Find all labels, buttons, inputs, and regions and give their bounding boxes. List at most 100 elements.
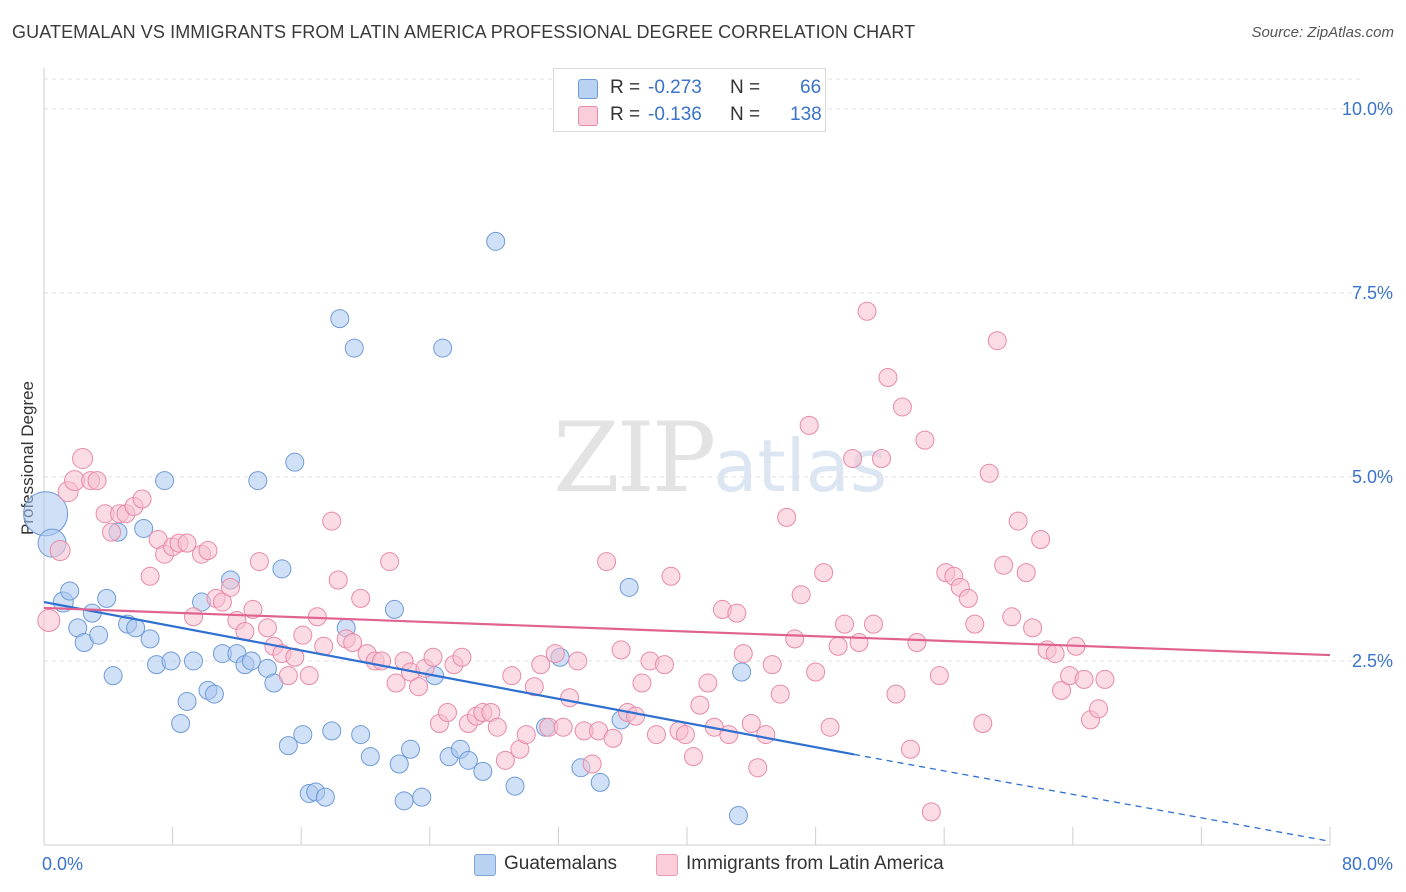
point-immigrants [243, 599, 263, 619]
point-immigrants [741, 714, 761, 734]
point-immigrants [423, 647, 443, 667]
point-immigrants [1023, 618, 1043, 638]
point-immigrants [1089, 699, 1109, 719]
legend-r-label: R = [610, 77, 641, 98]
x-tick-label: 80.0% [1342, 854, 1393, 874]
point-immigrants [177, 533, 197, 553]
point-immigrants [132, 489, 152, 509]
point-immigrants [979, 463, 999, 483]
point-guatemalans [248, 471, 268, 491]
legend-r-label: R = [610, 104, 641, 125]
point-immigrants [690, 695, 710, 715]
y-tick-label: 5.0% [1352, 467, 1393, 487]
point-immigrants [1002, 607, 1022, 627]
point-guatemalans [505, 776, 525, 796]
point-immigrants [299, 666, 319, 686]
point-immigrants [958, 588, 978, 608]
trendline-guatemalans [43, 600, 855, 756]
point-guatemalans [473, 761, 493, 781]
stats-legend: R = -0.273 N = 66 R = -0.136 N = 138 [553, 68, 826, 132]
legend-swatch-pink [578, 106, 598, 126]
point-immigrants [632, 673, 652, 693]
point-immigrants [531, 655, 551, 675]
legend-r-value: -0.273 [648, 77, 702, 98]
point-immigrants [582, 754, 602, 774]
point-immigrants [568, 651, 588, 671]
point-immigrants [1095, 669, 1115, 689]
point-immigrants [683, 747, 703, 767]
point-immigrants [351, 588, 371, 608]
point-immigrants [257, 618, 277, 638]
point-immigrants [87, 471, 107, 491]
point-immigrants [322, 511, 342, 531]
point-immigrants [762, 655, 782, 675]
point-guatemalans [322, 721, 342, 741]
point-immigrants [907, 633, 927, 653]
point-immigrants [1045, 644, 1065, 664]
y-tick-label: 7.5% [1352, 283, 1393, 303]
point-immigrants [675, 725, 695, 745]
point-guatemalans [330, 309, 350, 329]
point-immigrants [524, 677, 544, 697]
point-immigrants [502, 666, 522, 686]
point-immigrants [560, 688, 580, 708]
point-immigrants [328, 570, 348, 590]
point-immigrants [698, 673, 718, 693]
point-guatemalans [183, 651, 203, 671]
point-immigrants [409, 677, 429, 697]
point-immigrants [799, 415, 819, 435]
point-immigrants [886, 684, 906, 704]
trendline-guatemalans-extension [854, 753, 1331, 842]
y-tick-label: 10.0% [1342, 99, 1393, 119]
point-immigrants [516, 725, 536, 745]
point-guatemalans [272, 559, 292, 579]
point-immigrants [220, 577, 240, 597]
point-guatemalans [486, 231, 506, 251]
point-guatemalans [412, 787, 432, 807]
point-immigrants [553, 717, 573, 737]
point-guatemalans [89, 625, 109, 645]
point-guatemalans [590, 772, 610, 792]
point-immigrants [495, 750, 515, 770]
bottom-legend-label: Immigrants from Latin America [686, 853, 944, 874]
point-guatemalans [278, 736, 298, 756]
point-immigrants [929, 666, 949, 686]
point-immigrants [597, 552, 617, 572]
legend-n-value: 66 [800, 77, 822, 98]
legend-n-label: N = [730, 77, 761, 98]
point-guatemalans [241, 651, 261, 671]
point-guatemalans [103, 666, 123, 686]
point-immigrants [72, 448, 94, 469]
point-immigrants [849, 633, 869, 653]
bottom-legend-swatch-pink [656, 854, 678, 876]
point-guatemalans [140, 629, 160, 649]
point-immigrants [212, 592, 232, 612]
point-immigrants [37, 608, 61, 632]
point-guatemalans [401, 739, 421, 759]
point-immigrants [1052, 680, 1072, 700]
point-guatemalans [360, 747, 380, 767]
legend-swatch-blue [578, 79, 598, 99]
point-immigrants [965, 614, 985, 634]
point-immigrants [545, 644, 565, 664]
point-guatemalans [204, 684, 224, 704]
point-immigrants [843, 449, 863, 468]
bottom-legend-swatch-blue [474, 854, 496, 876]
point-immigrants [863, 614, 883, 634]
point-immigrants [748, 758, 768, 778]
source-label: Source: ZipAtlas.com [1251, 24, 1394, 41]
point-immigrants [973, 714, 993, 734]
point-immigrants [872, 449, 892, 468]
point-immigrants [249, 552, 269, 572]
point-immigrants [987, 331, 1007, 351]
chart-title: GUATEMALAN VS IMMIGRANTS FROM LATIN AMER… [12, 22, 916, 42]
point-guatemalans [285, 452, 305, 472]
point-immigrants [380, 552, 400, 572]
point-immigrants [785, 629, 805, 649]
point-guatemalans [732, 662, 752, 682]
point-immigrants [661, 566, 681, 586]
point-immigrants [994, 555, 1014, 575]
point-immigrants [777, 507, 797, 527]
point-immigrants [603, 728, 623, 748]
